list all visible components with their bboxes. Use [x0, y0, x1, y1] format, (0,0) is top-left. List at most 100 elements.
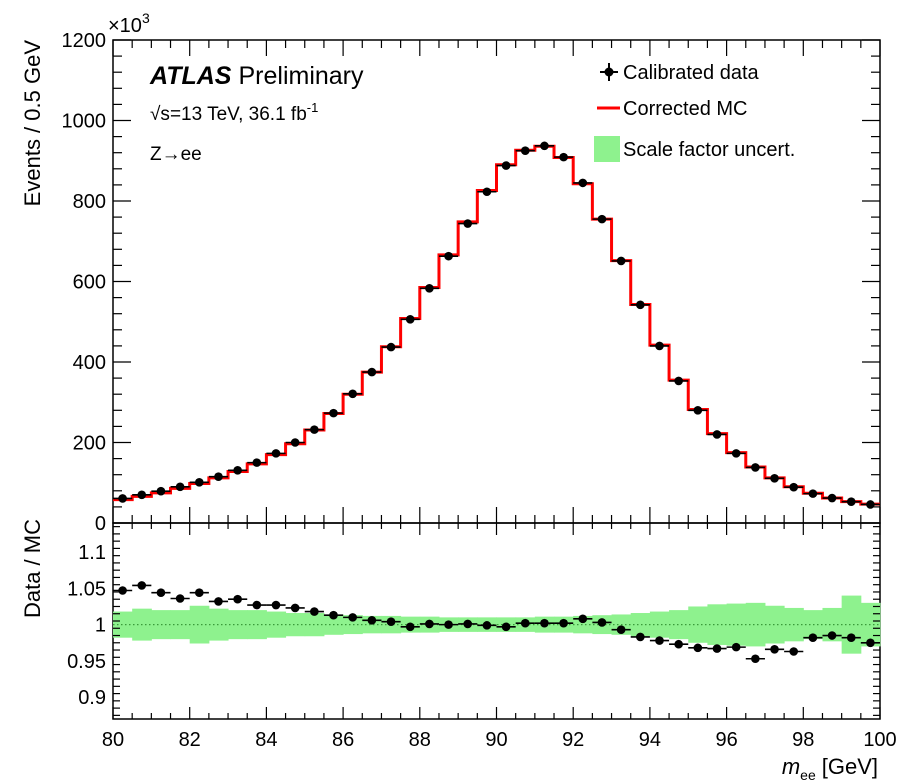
ratio-point	[592, 618, 612, 627]
data-point	[515, 146, 535, 155]
uncert-bin	[285, 613, 306, 637]
y-tick-label-top: 1200	[62, 30, 107, 52]
y-tick-label-bottom: 1.05	[67, 578, 106, 600]
uncert-bin	[630, 613, 651, 637]
ratio-point	[247, 600, 267, 610]
y-tick-label-bottom: 0.9	[78, 687, 106, 709]
x-tick-label: 96	[715, 729, 737, 751]
y-tick-label-top: 0	[95, 513, 106, 535]
ratio-point	[611, 625, 631, 635]
uncert-bin	[764, 605, 785, 644]
data-point	[438, 251, 459, 261]
ratio-point	[784, 647, 804, 656]
ratio-point	[458, 619, 478, 629]
x-tick-label: 92	[562, 729, 584, 751]
data-point	[803, 489, 823, 498]
atlas-label: ATLAS Preliminary	[149, 62, 364, 90]
ratio-point	[669, 639, 689, 649]
uncert-bin	[266, 611, 287, 638]
ratio-point	[285, 603, 305, 613]
data-point	[669, 376, 689, 386]
ratio-point	[649, 636, 670, 645]
ratio-point	[554, 618, 574, 628]
data-point	[151, 486, 171, 496]
uncert-bin	[649, 611, 670, 638]
data-point	[649, 341, 670, 351]
data-point	[630, 300, 650, 310]
ratio-point	[189, 588, 209, 597]
ratio-point	[400, 622, 420, 632]
uncert-bin	[113, 611, 133, 638]
top-y-axis-label: Events / 0.5 GeV	[20, 40, 45, 207]
ratio-point	[477, 621, 497, 630]
ratio-point	[381, 617, 401, 627]
uncert-bin	[669, 610, 689, 640]
data-point	[458, 219, 478, 228]
data-point	[362, 367, 382, 377]
data-point	[400, 315, 420, 324]
x-tick-label: 80	[102, 729, 124, 751]
legend: Calibrated data Corrected MC Scale facto…	[594, 62, 795, 162]
uncert-bin	[189, 605, 210, 644]
ratio-point	[228, 594, 248, 604]
ratio-point	[266, 600, 286, 610]
ratio-point	[707, 644, 727, 653]
y-tick-label-top: 200	[73, 433, 106, 455]
data-point	[170, 482, 190, 492]
data-point	[611, 256, 631, 266]
data-point	[496, 161, 516, 170]
energy-luminosity-label: √s=13 TeV, 36.1 fb-1	[150, 100, 318, 125]
legend-data-marker	[600, 63, 618, 81]
data-point	[381, 342, 401, 352]
data-point	[822, 493, 842, 503]
data-point	[208, 472, 229, 482]
ratio-point	[132, 581, 152, 590]
data-point	[189, 478, 209, 487]
uncert-bin	[170, 610, 191, 640]
legend-uncert-label: Scale factor uncert.	[623, 139, 795, 161]
legend-mc-label: Corrected MC	[623, 98, 747, 120]
x-tick-label: 90	[485, 729, 507, 751]
ratio-point	[438, 620, 459, 629]
uncert-bin	[745, 602, 766, 647]
y-tick-label-bottom: 1.1	[78, 542, 106, 564]
uncert-bin	[726, 603, 747, 646]
ratio-point	[113, 586, 133, 595]
ratio-point	[362, 615, 382, 625]
axis-ticks	[112, 39, 881, 719]
y-tick-label-top: 800	[73, 191, 106, 213]
data-point	[132, 490, 152, 500]
data-point	[592, 214, 612, 224]
legend-data-label: Calibrated data	[623, 62, 760, 84]
x-tick-label: 100	[863, 729, 896, 751]
data-point	[573, 178, 593, 188]
y-tick-label-top: 600	[73, 272, 106, 294]
data-point	[323, 408, 344, 418]
ratio-point	[170, 594, 190, 603]
ratio-point	[304, 607, 324, 616]
x-tick-label: 98	[792, 729, 814, 751]
uncert-bin	[841, 595, 862, 654]
ratio-point	[343, 613, 363, 622]
ratio-point	[803, 633, 823, 642]
y-tick-label-top: 1000	[62, 111, 107, 133]
ratio-point	[573, 614, 593, 624]
data-point	[285, 438, 305, 447]
ratio-point	[323, 610, 344, 620]
data-point	[554, 152, 574, 162]
ratio-point	[630, 632, 650, 642]
bottom-y-axis-label: Data / MC	[20, 519, 45, 618]
x-tick-label: 88	[409, 729, 431, 751]
uncert-bin	[343, 615, 363, 635]
data-point	[745, 463, 765, 472]
data-point	[764, 474, 785, 483]
x-tick-label: 82	[179, 729, 201, 751]
x-tick-label: 94	[639, 729, 661, 751]
data-point	[113, 494, 133, 503]
y-tick-label-top: 400	[73, 352, 106, 374]
y-tick-label-bottom: 1	[95, 615, 106, 637]
ratio-point	[764, 645, 785, 654]
data-point	[688, 406, 708, 415]
uncert-bin	[822, 607, 843, 642]
